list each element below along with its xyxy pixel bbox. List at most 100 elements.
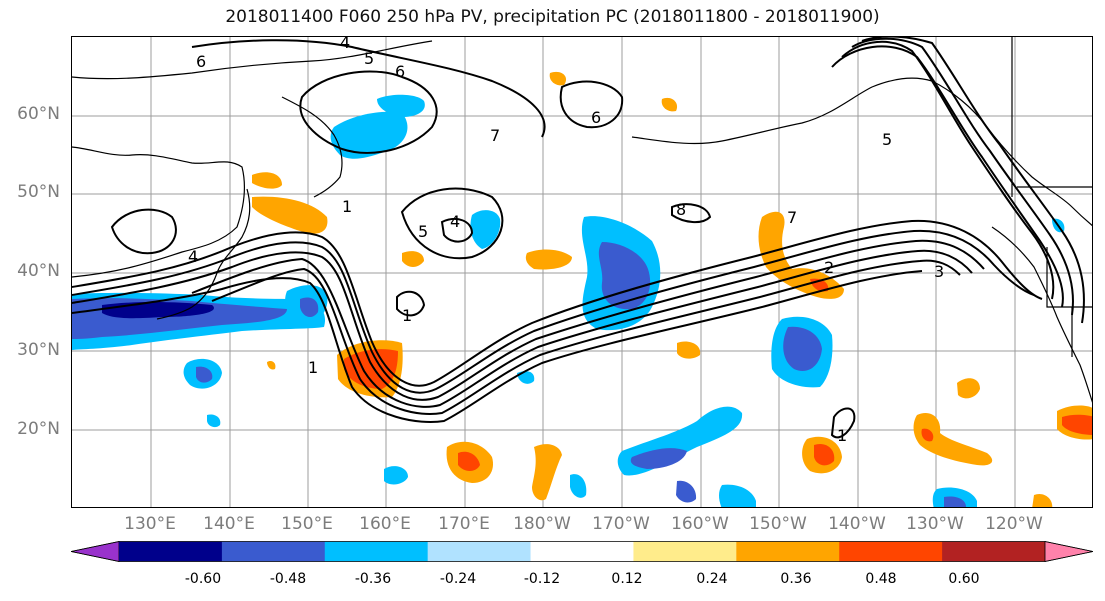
contour-labels: 4 5 6 6 7 6 5 1 4 4 5 8 7 2 3 1 1 1 xyxy=(188,37,944,445)
contour-label: 1 xyxy=(837,426,847,445)
pv-contour-jet-4 xyxy=(191,249,973,408)
negative-anomaly-w-2-core xyxy=(300,297,319,318)
coastline-border xyxy=(1011,37,1092,357)
pv-contour-ridge-3 xyxy=(851,37,1074,316)
contour-label: 7 xyxy=(787,208,797,227)
lon-label: 160°E xyxy=(359,514,411,534)
coastline-north-top xyxy=(72,40,433,80)
pv-contour-closed-6 xyxy=(559,80,624,129)
pv-contour-jet-2 xyxy=(72,229,1035,394)
lon-label: 160°W xyxy=(671,514,729,534)
colorbar-bin xyxy=(119,541,223,562)
lon-label: 130°E xyxy=(124,514,176,534)
contour-label: 4 xyxy=(340,37,350,52)
positive-anomaly-japan-2 xyxy=(252,196,328,234)
coastline-alaska xyxy=(631,77,1092,227)
pv-contour-loop-2 xyxy=(396,290,426,317)
colorbar-tick-label: 0.48 xyxy=(865,571,897,587)
positive-anomaly-c5-core xyxy=(921,428,934,442)
colorbar-bin xyxy=(427,541,532,562)
positive-anomaly-c9 xyxy=(402,251,424,267)
colorbar-bin xyxy=(942,541,1046,562)
colorbar-bin xyxy=(324,541,429,562)
lat-label: 20°N xyxy=(17,419,60,439)
negative-anomaly-bering xyxy=(377,94,425,117)
pv-contour-closed-central xyxy=(400,187,504,260)
contour-label: 6 xyxy=(591,108,601,127)
lon-label: 120°W xyxy=(985,514,1043,534)
positive-anomaly-c12 xyxy=(267,360,276,370)
contour-label: 4 xyxy=(188,247,198,266)
contour-label: 5 xyxy=(364,49,374,68)
colorbar-extend-max xyxy=(1044,541,1093,562)
colorbar-tick-label: -0.12 xyxy=(523,571,561,587)
colorbar-tick-label: 0.60 xyxy=(948,571,980,587)
pv-contour-closed-8 xyxy=(671,203,712,223)
pv-contour-jet-3 xyxy=(72,239,985,401)
lon-label: 150°W xyxy=(749,514,807,534)
colorbar-tick-label: 0.36 xyxy=(780,571,812,587)
positive-anomaly-c1 xyxy=(677,341,701,359)
colorbar-bin xyxy=(839,541,943,562)
positive-anomaly-c8 xyxy=(1032,494,1053,507)
negative-anomaly-s6 xyxy=(719,484,756,507)
negative-anomaly-central-pacific-core xyxy=(598,242,651,310)
colorbar-bin xyxy=(530,541,634,562)
negative-anomaly-s5-core xyxy=(630,448,687,469)
colorbar-tick-label: -0.36 xyxy=(354,571,392,587)
pv-contour-closed-4 xyxy=(440,218,474,243)
positive-anomaly-japan xyxy=(252,172,282,189)
lon-label: 130°W xyxy=(906,514,964,534)
lon-label: 170°E xyxy=(438,514,490,534)
colorbar-bin xyxy=(221,541,326,562)
positive-anomaly-c5 xyxy=(913,413,993,466)
contour-label: 5 xyxy=(882,130,892,149)
positive-anomaly-c2-core xyxy=(458,451,480,471)
lon-label: 150°E xyxy=(281,514,333,534)
colorbar-tick-label: 0.24 xyxy=(696,571,728,587)
lon-label: 140°W xyxy=(828,514,886,534)
pv-contour-closed-1 xyxy=(830,407,856,439)
contour-label: 1 xyxy=(308,358,318,377)
map-canvas: 4 5 6 6 7 6 5 1 4 4 5 8 7 2 3 1 1 1 xyxy=(72,37,1092,507)
positive-anomaly-c11 xyxy=(661,97,678,112)
colorbar-tick-label: -0.24 xyxy=(439,571,477,587)
coastline-kamchatka xyxy=(281,96,343,198)
pv-contour-okhotsk xyxy=(299,70,438,154)
pv-contour-north-6 xyxy=(191,39,546,138)
negative-anomaly-s4 xyxy=(517,371,535,384)
pv-contours xyxy=(72,37,1085,439)
contour-label: 6 xyxy=(196,52,206,71)
colorbar-bin xyxy=(633,541,737,562)
negative-anomaly-s1-core xyxy=(196,366,213,383)
contour-label: 8 xyxy=(676,200,686,219)
positive-anomaly-c10 xyxy=(549,71,567,86)
positive-anomaly-c6 xyxy=(957,378,980,399)
pv-contour-1-south xyxy=(72,270,923,423)
lat-label: 60°N xyxy=(17,104,60,124)
lon-label: 180°W xyxy=(513,514,571,534)
pv-contour-jet-1 xyxy=(72,219,1043,387)
contour-label: 6 xyxy=(395,62,405,81)
pv-contour-jet-5 xyxy=(211,259,961,415)
colorbar-outline xyxy=(71,541,1093,562)
pv-contour-closed-w xyxy=(110,208,177,255)
positive-anomaly-c7-core xyxy=(1062,414,1092,435)
colorbar-tick-label: -0.60 xyxy=(184,571,222,587)
lon-label: 170°W xyxy=(592,514,650,534)
positive-anomaly-c3 xyxy=(532,444,562,501)
coastline-asia xyxy=(72,146,246,278)
negative-anomaly-aleutian xyxy=(470,210,501,249)
contour-label: 4 xyxy=(450,212,460,231)
negative-anomaly-ne-pacific-core xyxy=(783,326,822,371)
pv-contour-ridge-1 xyxy=(841,40,1055,300)
lat-label: 50°N xyxy=(17,182,60,202)
lat-label: 40°N xyxy=(17,261,60,281)
positive-anomaly-gulf xyxy=(758,211,844,299)
precip-anomaly-fills xyxy=(72,71,1092,507)
figure-title: 2018011400 F060 250 hPa PV, precipitatio… xyxy=(225,7,880,27)
coastline-na-west xyxy=(991,226,1092,403)
contour-label: 5 xyxy=(418,222,428,241)
colorbar-tick-label: 0.12 xyxy=(611,571,643,587)
negative-anomaly-s3 xyxy=(384,466,408,485)
